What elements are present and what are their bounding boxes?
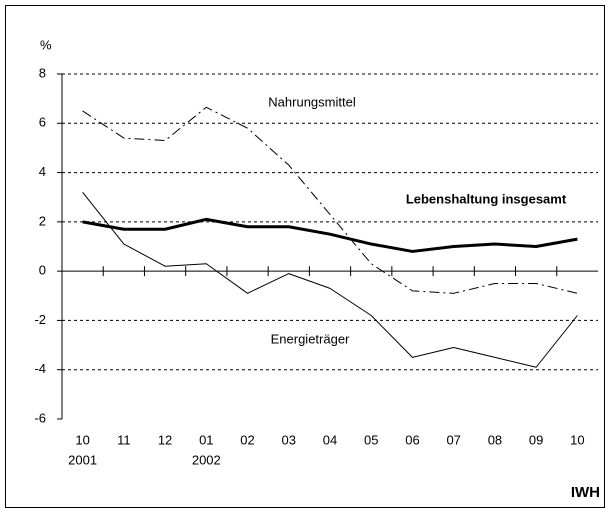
x-tick-label: 09 [529,432,543,447]
year-label: 2001 [68,452,97,467]
y-tick-label: -4 [34,361,46,376]
x-tick-label: 11 [117,432,131,447]
series-line [82,106,578,294]
x-tick-label: 04 [323,432,337,447]
y-tick-label: -6 [34,410,46,425]
y-tick-label: -2 [34,312,46,327]
x-tick-label: 06 [405,432,419,447]
x-tick-label: 05 [364,432,378,447]
series-line [82,191,578,368]
frame [5,5,605,508]
x-tick-label: 01 [199,432,213,447]
series-label: Lebenshaltung insgesamt [406,191,567,206]
x-tick-label: 12 [158,432,172,447]
x-tick-label: 03 [282,432,296,447]
year-label: 2002 [192,452,221,467]
x-tick-label: 07 [446,432,460,447]
series-line [82,217,578,253]
y-tick-label: 4 [39,164,46,179]
x-tick-label: 08 [488,432,502,447]
y-tick-label: 2 [39,213,46,228]
y-tick-label: 0 [39,263,46,278]
series-label: Energieträger [271,331,350,346]
x-tick-label: 10 [570,432,584,447]
x-tick-label: 02 [240,432,254,447]
x-tick-label: 10 [75,432,89,447]
series-label: Nahrungsmittel [268,94,356,109]
y-tick-label: 8 [39,65,46,80]
source: IWH [571,484,600,501]
y-tick-label: 6 [39,115,46,130]
y-unit-label: % [40,37,52,52]
